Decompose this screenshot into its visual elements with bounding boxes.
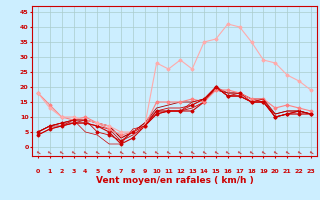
- Text: ←: ←: [130, 149, 136, 156]
- Text: ←: ←: [296, 149, 302, 156]
- Text: ←: ←: [272, 149, 278, 156]
- Text: ←: ←: [225, 149, 231, 156]
- Text: ←: ←: [165, 149, 172, 156]
- Text: ←: ←: [153, 149, 160, 156]
- Text: ←: ←: [94, 149, 100, 156]
- Text: ←: ←: [248, 149, 255, 156]
- Text: ←: ←: [59, 149, 65, 156]
- Text: ←: ←: [70, 149, 77, 156]
- Text: ←: ←: [177, 149, 184, 156]
- Text: ←: ←: [213, 149, 219, 156]
- Text: ←: ←: [82, 149, 89, 156]
- Text: ←: ←: [35, 149, 41, 156]
- Text: ←: ←: [308, 149, 314, 156]
- Text: ←: ←: [284, 149, 290, 156]
- Text: ←: ←: [260, 149, 267, 156]
- Text: ←: ←: [46, 149, 53, 156]
- Text: ←: ←: [236, 149, 243, 156]
- X-axis label: Vent moyen/en rafales ( km/h ): Vent moyen/en rafales ( km/h ): [96, 176, 253, 185]
- Text: ←: ←: [201, 149, 207, 156]
- Text: ←: ←: [141, 149, 148, 156]
- Text: ←: ←: [189, 149, 196, 156]
- Text: ←: ←: [106, 149, 112, 156]
- Text: ←: ←: [118, 149, 124, 156]
